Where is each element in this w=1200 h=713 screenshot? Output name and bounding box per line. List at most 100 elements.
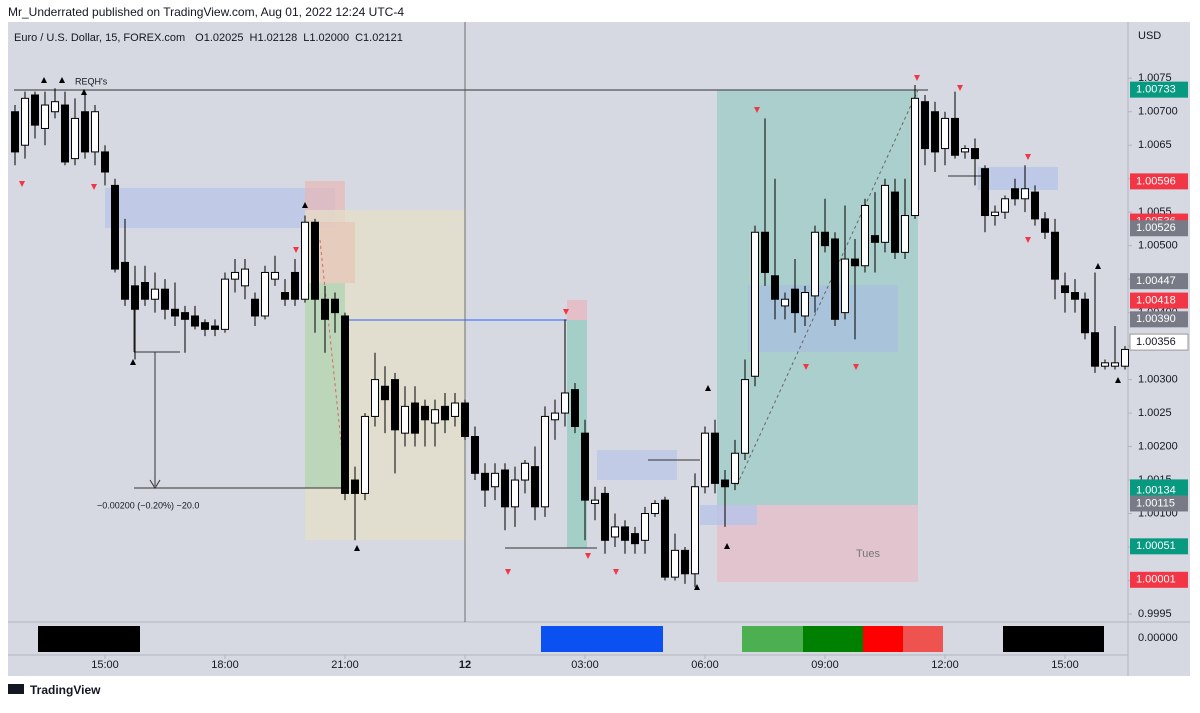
candle-body — [721, 479, 729, 488]
candle-body — [261, 271, 269, 317]
candle-body — [361, 415, 369, 494]
candle-body — [221, 278, 229, 330]
candle-body — [1041, 218, 1049, 233]
ohlc-value: O1.02025 — [195, 32, 243, 44]
candle-body — [191, 315, 199, 327]
candle-body — [731, 452, 739, 484]
candle-body — [771, 275, 779, 300]
price-label: 1.00051 — [1136, 540, 1176, 552]
candle-body — [281, 292, 289, 300]
fractal-marker — [302, 202, 308, 208]
zone — [320, 222, 355, 283]
fractal-marker — [505, 569, 511, 575]
candle-body — [531, 466, 539, 508]
annotation: −0.00200 (−0.20%) −20.0 — [97, 500, 199, 510]
session-block — [863, 626, 903, 652]
candle-body — [71, 117, 79, 160]
ohlc-value: L1.02000 — [303, 32, 349, 44]
annotation: REQH's — [75, 76, 108, 86]
candle-body — [791, 288, 799, 314]
published-note: Mr_Underrated published on TradingView.c… — [8, 5, 404, 19]
candle-body — [91, 111, 99, 153]
candle-body — [121, 261, 129, 300]
price-label: 1.00596 — [1136, 175, 1176, 187]
candles — [11, 84, 1129, 588]
fractal-marker — [130, 359, 136, 365]
fractal-marker — [724, 543, 730, 549]
price-label-box — [1130, 273, 1188, 290]
price-label-box — [1129, 333, 1189, 351]
candle-body — [611, 526, 619, 538]
candle-body — [431, 409, 439, 424]
candle-body — [671, 549, 679, 578]
price-label: 1.00115 — [1136, 497, 1175, 509]
price-label-box — [1130, 292, 1188, 309]
candle-body — [21, 97, 29, 146]
candle-body — [251, 298, 259, 317]
fractal-marker — [1095, 263, 1101, 269]
session-block — [38, 626, 140, 652]
price-label: 1.00733 — [1136, 84, 1176, 96]
candle-body — [961, 148, 969, 153]
y-tick-label: 0.9995 — [1138, 608, 1172, 620]
price-label-box — [1130, 482, 1188, 499]
footer-brand: TradingView — [30, 683, 101, 697]
candle-body — [421, 405, 429, 421]
candle-body — [551, 412, 559, 421]
candle-body — [391, 379, 399, 431]
candle-body — [381, 385, 389, 401]
y-tick-label: 1.00300 — [1138, 373, 1178, 385]
candle-body — [291, 271, 299, 300]
x-tick-label: 03:00 — [571, 659, 599, 671]
fractal-marker — [91, 184, 97, 190]
candle-body — [1091, 332, 1099, 367]
candle-body — [211, 325, 219, 330]
y-tick-label: 1.0065 — [1138, 139, 1172, 151]
session-block — [803, 626, 863, 652]
candle-body — [461, 402, 469, 438]
candle-body — [631, 533, 639, 545]
candle-body — [541, 415, 549, 508]
candle-body — [1021, 188, 1029, 200]
candle-body — [1031, 191, 1039, 220]
candle-body — [411, 402, 419, 434]
candle-body — [801, 292, 809, 317]
candle-body — [1061, 285, 1069, 294]
candle-body — [81, 111, 89, 153]
candle-body — [41, 104, 49, 129]
zone — [748, 285, 898, 352]
candle-body — [1001, 198, 1009, 213]
candle-body — [741, 379, 749, 454]
price-label-box — [1130, 173, 1188, 190]
candle-body — [151, 288, 159, 300]
fractal-marker — [1025, 237, 1031, 243]
candle-body — [351, 479, 359, 494]
candle-body — [831, 238, 839, 320]
candle-body — [881, 184, 889, 243]
fractal-marker — [81, 89, 87, 95]
candle-body — [931, 111, 939, 153]
zone — [567, 300, 587, 320]
candle-body — [681, 549, 689, 575]
session-block — [541, 626, 663, 652]
candle-body — [571, 389, 579, 427]
price-label: 1.00526 — [1136, 222, 1176, 234]
candle-body — [111, 184, 119, 270]
currency-label: USD — [1138, 30, 1161, 42]
session-block — [903, 626, 943, 652]
price-label: 1.00134 — [1136, 485, 1176, 497]
candle-body — [1071, 292, 1079, 300]
candle-body — [871, 235, 879, 243]
fractal-marker — [41, 77, 47, 83]
candle-body — [161, 288, 169, 310]
candle-body — [761, 231, 769, 273]
candle-body — [921, 101, 929, 150]
annotation: Tues — [856, 548, 881, 560]
fractal-marker — [705, 385, 711, 391]
price-label-box — [1130, 571, 1188, 588]
fractal-marker — [694, 584, 700, 590]
x-tick-label: 06:00 — [691, 659, 719, 671]
candle-body — [891, 191, 899, 253]
zone — [597, 450, 677, 480]
